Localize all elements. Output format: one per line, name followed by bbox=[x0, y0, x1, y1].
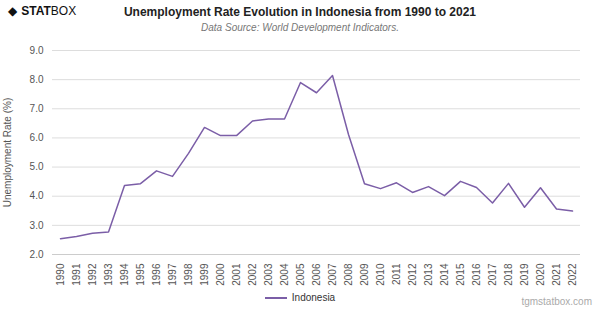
svg-text:2002: 2002 bbox=[247, 263, 258, 286]
svg-text:2017: 2017 bbox=[487, 263, 498, 286]
svg-text:1999: 1999 bbox=[199, 263, 210, 286]
html-text:Indonesia: Indonesia bbox=[291, 292, 336, 303]
svg-text:2014: 2014 bbox=[439, 263, 450, 286]
svg-text:2005: 2005 bbox=[295, 263, 306, 286]
svg-text:2006: 2006 bbox=[311, 263, 322, 286]
svg-text:2015: 2015 bbox=[455, 263, 466, 286]
svg-text:7.0: 7.0 bbox=[30, 103, 44, 114]
svg-text:2009: 2009 bbox=[359, 263, 370, 286]
svg-text:2021: 2021 bbox=[551, 263, 562, 286]
svg-text:1998: 1998 bbox=[183, 263, 194, 286]
svg-text:2020: 2020 bbox=[535, 263, 546, 286]
svg-text:Unemployment Rate (%): Unemployment Rate (%) bbox=[2, 98, 13, 207]
svg-text:2003: 2003 bbox=[263, 263, 274, 286]
svg-text:2000: 2000 bbox=[215, 263, 226, 286]
svg-text:5.0: 5.0 bbox=[30, 161, 44, 172]
html-text:Data Source: World Development: Data Source: World Development Indicator… bbox=[201, 22, 399, 33]
svg-text:1991: 1991 bbox=[71, 263, 82, 286]
svg-text:1993: 1993 bbox=[103, 263, 114, 286]
svg-text:2010: 2010 bbox=[375, 263, 386, 286]
html-text:◆ STAT BOX: ◆ STAT BOX bbox=[8, 4, 77, 18]
svg-text:1996: 1996 bbox=[151, 263, 162, 286]
svg-text:2001: 2001 bbox=[231, 263, 242, 286]
svg-text:2013: 2013 bbox=[423, 263, 434, 286]
svg-text:2022: 2022 bbox=[567, 263, 578, 286]
html-text:tgmstatbox.com: tgmstatbox.com bbox=[521, 296, 592, 307]
svg-text:6.0: 6.0 bbox=[30, 132, 44, 143]
svg-text:1997: 1997 bbox=[167, 263, 178, 286]
svg-text:1994: 1994 bbox=[119, 263, 130, 286]
svg-text:2007: 2007 bbox=[327, 263, 338, 286]
svg-text:2004: 2004 bbox=[279, 263, 290, 286]
svg-text:4.0: 4.0 bbox=[30, 190, 44, 201]
svg-text:1995: 1995 bbox=[135, 263, 146, 286]
svg-text:8.0: 8.0 bbox=[30, 74, 44, 85]
svg-text:2008: 2008 bbox=[343, 263, 354, 286]
svg-text:2.0: 2.0 bbox=[30, 249, 44, 260]
svg-text:1992: 1992 bbox=[87, 263, 98, 286]
svg-text:2018: 2018 bbox=[503, 263, 514, 286]
svg-text:2012: 2012 bbox=[407, 263, 418, 286]
svg-text:2011: 2011 bbox=[391, 263, 402, 285]
svg-text:9.0: 9.0 bbox=[30, 45, 44, 56]
svg-text:3.0: 3.0 bbox=[30, 220, 44, 231]
svg-text:2016: 2016 bbox=[471, 263, 482, 286]
html-text:Unemployment Rate Evolution in: Unemployment Rate Evolution in Indonesia… bbox=[124, 5, 476, 19]
svg-text:1990: 1990 bbox=[55, 263, 66, 286]
svg-text:2019: 2019 bbox=[519, 263, 530, 286]
